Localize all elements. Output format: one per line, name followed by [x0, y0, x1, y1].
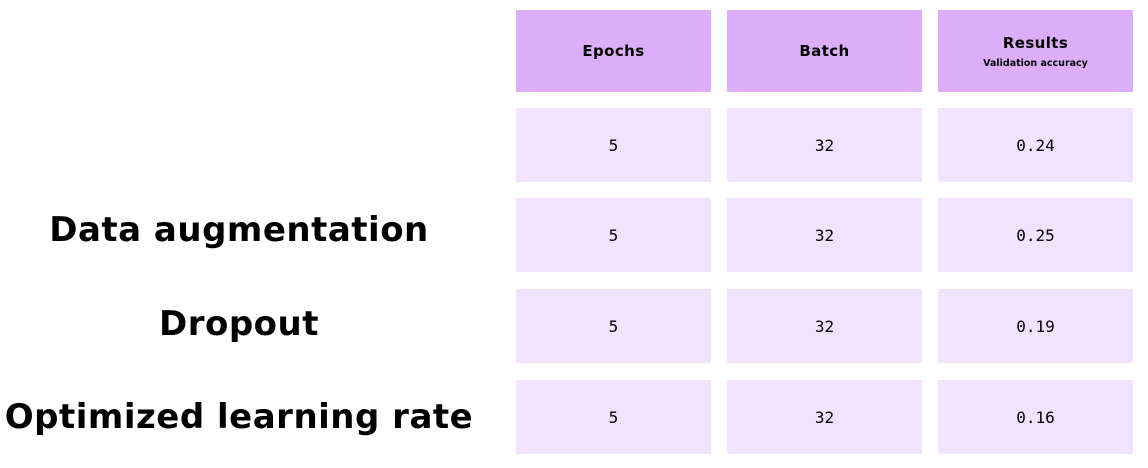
row-label-data-augmentation: Data augmentation [49, 210, 429, 250]
cell-epochs-row-3: 5 [516, 380, 711, 454]
header-results-title: Results [1002, 33, 1069, 52]
cell-epochs-row-1: 5 [516, 198, 711, 272]
cell-batch-row-0: 32 [727, 108, 922, 182]
row-label-dropout: Dropout [158, 304, 319, 344]
cell-result-row-3: 0.16 [938, 380, 1133, 454]
header-results-subtitle: Validation accuracy [983, 57, 1088, 69]
cell-batch-row-1: 32 [727, 198, 922, 272]
header-batch-title: Batch [799, 42, 850, 60]
header-batch: Batch [727, 10, 922, 92]
cell-batch-row-3: 32 [727, 380, 922, 454]
header-epochs-title: Epochs [582, 42, 645, 60]
cell-result-row-1: 0.25 [938, 198, 1133, 272]
cell-epochs-row-0: 5 [516, 108, 711, 182]
row-label-optimized-learning-rate: Optimized learning rate [4, 397, 474, 437]
header-results: Results Validation accuracy [938, 10, 1133, 92]
cell-result-row-2: 0.19 [938, 289, 1133, 363]
cell-batch-row-2: 32 [727, 289, 922, 363]
header-epochs: Epochs [516, 10, 711, 92]
cell-epochs-row-2: 5 [516, 289, 711, 363]
cell-result-row-0: 0.24 [938, 108, 1133, 182]
